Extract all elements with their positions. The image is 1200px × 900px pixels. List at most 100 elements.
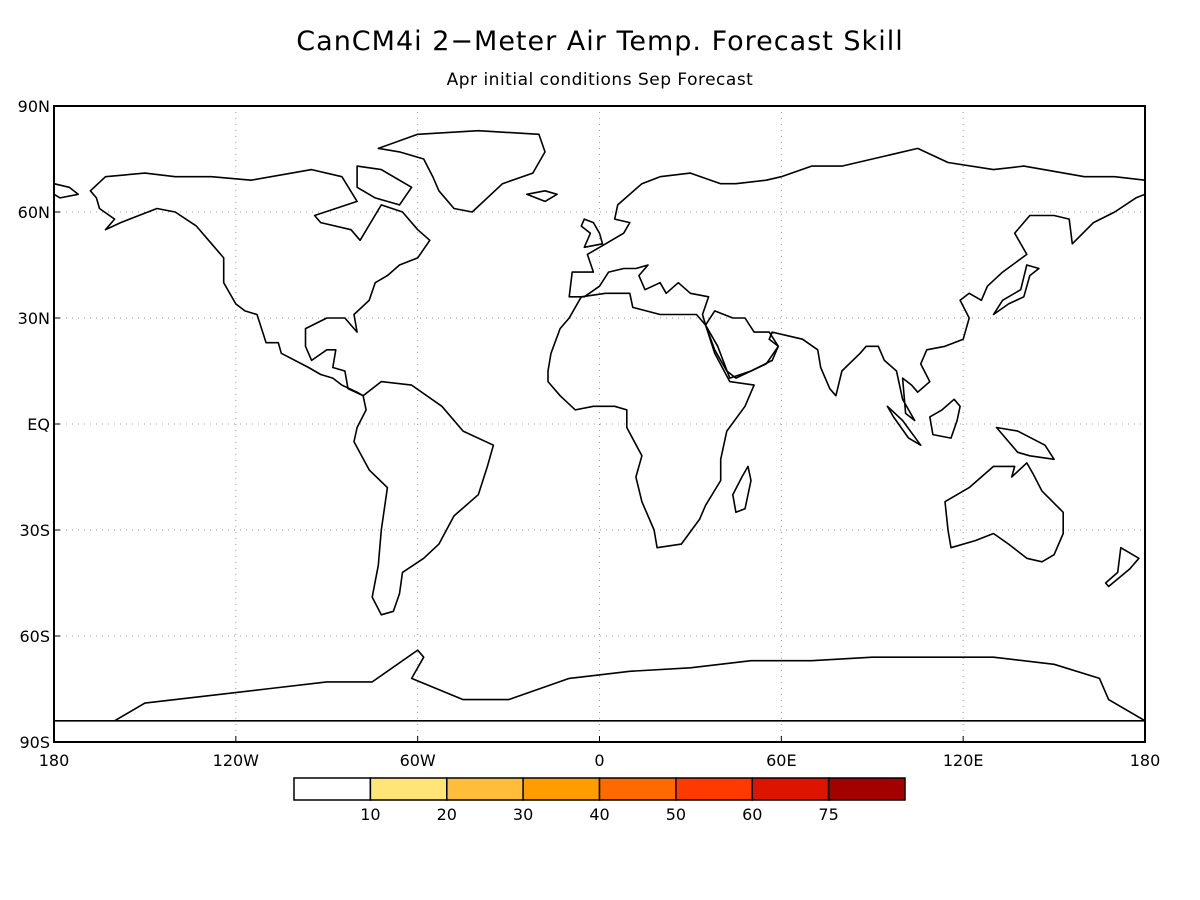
coastline-britain-alaska-tip <box>53 182 79 199</box>
lat-tick-label: 90N <box>18 97 50 116</box>
skill-blob-central-africa <box>636 417 696 452</box>
skill-blob-central-africa <box>643 421 689 448</box>
lon-tick-label: 120W <box>213 751 260 770</box>
skill-blob-se-asia <box>902 352 922 376</box>
map-title: CanCM4i 2−Meter Air Temp. Forecast Skill <box>296 26 904 57</box>
skill-blob-central-asia <box>812 265 933 336</box>
skill-blob-europe <box>615 226 736 268</box>
skill-blob-greenland <box>463 146 524 166</box>
skill-blob-greenland <box>451 142 536 169</box>
coastline-iceland <box>526 190 558 203</box>
coastline-new-zealand <box>1104 546 1140 588</box>
skill-blob-e-siberia <box>1031 187 1108 209</box>
colorbar-label: 60 <box>742 805 762 824</box>
coastline-japan <box>992 264 1040 316</box>
skill-blob-amazon <box>384 417 463 474</box>
skill-blob-east-africa <box>693 429 718 475</box>
lon-tick-label: 120E <box>943 751 984 770</box>
skill-blob-s-brazil <box>424 486 447 504</box>
skill-blob-mexico <box>281 340 293 352</box>
coastline-borneo <box>929 398 961 439</box>
colorbar-label: 40 <box>589 805 609 824</box>
skill-blob-indonesia <box>927 429 950 441</box>
skill-blob-alaska <box>87 180 172 215</box>
colorbar-label: 50 <box>666 805 686 824</box>
colorbar-label: 75 <box>818 805 838 824</box>
coastlines <box>53 129 1146 722</box>
skill-blob-n-siberia <box>892 176 975 184</box>
skill-blob-alaska <box>118 193 141 203</box>
skill-blob-west-africa <box>552 344 599 377</box>
skill-blob-east-africa <box>699 440 713 466</box>
skill-blob-alaska <box>95 183 164 212</box>
skill-blob-n-siberia <box>781 166 1084 194</box>
skill-blob-central-asia <box>856 291 889 310</box>
coastline-antarctica <box>53 649 1146 722</box>
skill-blob-central-asia <box>845 284 900 316</box>
skill-blob-west-africa <box>565 353 585 367</box>
coastline-eurasia <box>568 147 1146 422</box>
skill-blob-n-siberia <box>837 171 1030 189</box>
skill-blob-e-siberia <box>1020 183 1119 212</box>
skill-blob-mexico <box>277 337 297 357</box>
graticule <box>54 106 1145 742</box>
lon-tick-label: 60W <box>400 751 436 770</box>
skill-blob-alaska <box>111 190 150 206</box>
skill-blob-europe <box>628 231 722 264</box>
skill-blob-n-siberia <box>864 174 1002 187</box>
skill-blob-east-africa <box>702 445 710 460</box>
skill-blob-n-australia <box>1000 474 1048 495</box>
skill-blob-amazon <box>411 436 437 455</box>
colorbar-swatch <box>522 777 601 801</box>
skill-blob-central-asia <box>834 278 911 323</box>
skill-blob-greenland <box>475 150 511 162</box>
lat-tick-label: 30N <box>18 309 50 328</box>
map-subtitle: Apr initial conditions Sep Forecast <box>446 70 754 90</box>
coastline-sumatra <box>886 405 922 446</box>
skill-blob-alaska <box>103 187 157 209</box>
skill-blob-n-siberia <box>809 169 1057 192</box>
colorbar-swatch <box>293 777 372 801</box>
skill-blob-s-brazil <box>416 480 455 510</box>
colorbar-legend: 10 20 30 40 50 60 75 <box>293 777 906 824</box>
skill-blob-e-siberia <box>1009 180 1130 215</box>
coastline-british-isles <box>580 218 604 249</box>
skill-blob-east-africa <box>696 434 715 470</box>
skill-blob-mexico <box>269 329 305 364</box>
coastline-arabia <box>704 310 780 379</box>
coastline-baffin-island <box>356 165 413 206</box>
skill-blob-west-africa <box>559 349 593 373</box>
skill-blob-se-asia <box>906 357 918 371</box>
lon-tick-label: 0 <box>594 751 604 770</box>
skill-blob-central-africa <box>650 425 683 444</box>
lat-tick-label: 30S <box>19 521 50 540</box>
lon-tick-label: 180 <box>39 751 70 770</box>
colorbar-swatch <box>446 777 524 801</box>
colorbar-swatch <box>675 777 754 801</box>
skill-blob-europe <box>655 240 695 254</box>
skill-blob-amazon <box>393 423 454 467</box>
colorbar-swatch <box>827 777 906 801</box>
colorbar-swatch <box>751 777 830 801</box>
lat-tick-label: 60N <box>18 203 50 222</box>
coastline-africa <box>547 292 755 549</box>
colorbar-label: 20 <box>437 805 457 824</box>
skill-blob-e-siberia <box>1053 193 1086 203</box>
skill-blob-e-siberia <box>1042 190 1097 206</box>
skill-shading-layer <box>87 138 1129 516</box>
skill-blob-central-africa <box>630 413 703 455</box>
coastline-madagascar <box>732 465 752 514</box>
coastline-south-america <box>353 380 495 616</box>
skill-blob-central-africa <box>656 429 676 441</box>
colorbar-label: 30 <box>513 805 533 824</box>
skill-blob-n-australia <box>1009 478 1038 491</box>
lon-tick-label: 180 <box>1130 751 1161 770</box>
skill-blob-greenland <box>439 138 548 173</box>
skill-blob-central-asia <box>823 271 922 329</box>
lat-tick-label: 90S <box>19 733 50 752</box>
skill-blob-s-brazil <box>409 474 464 516</box>
skill-blob-europe <box>642 236 709 260</box>
coastline-north-america <box>89 168 431 397</box>
